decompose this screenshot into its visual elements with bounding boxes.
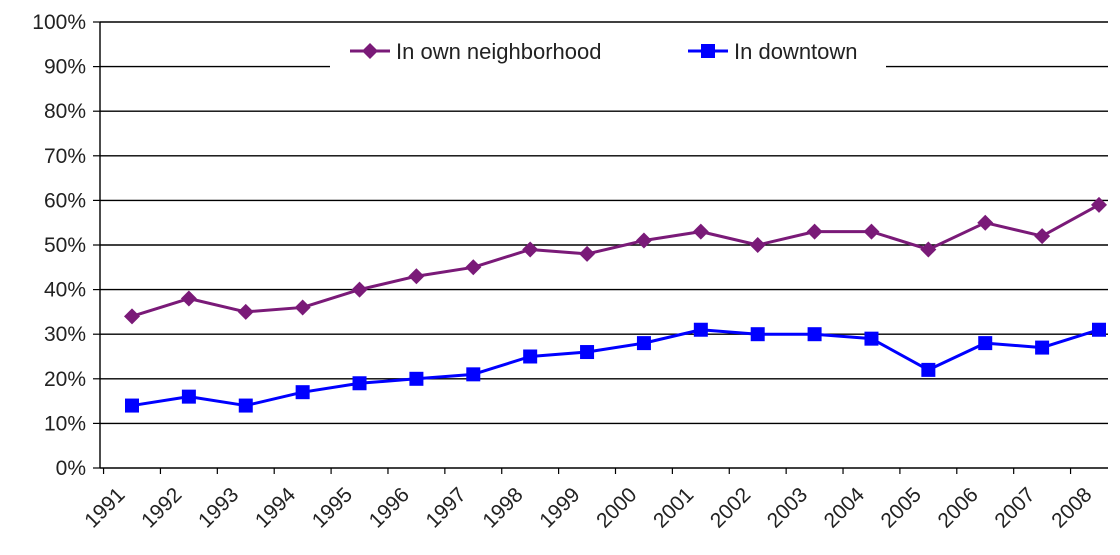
y-tick-label: 60% — [44, 189, 86, 212]
series-downtown — [125, 322, 1106, 413]
x-tick-label: 2006 — [933, 483, 982, 532]
series-line — [131, 328, 1100, 408]
y-tick-label: 70% — [44, 145, 86, 168]
data-point-diamond — [237, 303, 254, 320]
data-point-diamond — [294, 299, 311, 316]
x-tick-label: 1997 — [422, 483, 471, 532]
y-tick-label: 50% — [44, 234, 86, 257]
gridlines — [100, 21, 1108, 425]
x-tick-label: 2004 — [820, 483, 870, 533]
data-point-square — [978, 336, 993, 351]
data-point-diamond — [180, 290, 197, 307]
data-point-diamond — [863, 223, 880, 240]
series-layer — [124, 196, 1107, 413]
legend-marker-diamond — [362, 43, 378, 59]
x-tick-label: 1995 — [308, 483, 357, 532]
data-point-diamond — [920, 241, 937, 258]
series-own-neighborhood — [124, 196, 1107, 325]
x-tick-label: 2007 — [990, 483, 1039, 532]
legend-label: In own neighborhood — [396, 39, 602, 64]
data-point-square — [580, 345, 595, 360]
x-tick-label: 1998 — [478, 483, 527, 532]
data-point-diamond — [579, 245, 596, 262]
data-point-diamond — [124, 308, 140, 325]
legend: In own neighborhood In downtown — [330, 30, 886, 74]
data-point-square — [1035, 340, 1050, 355]
data-point-square — [125, 398, 139, 413]
data-point-diamond — [465, 259, 482, 276]
x-tick-label: 1994 — [251, 483, 301, 533]
data-point-square — [750, 327, 765, 342]
data-point-square — [352, 376, 367, 391]
x-tick-label: 2000 — [592, 483, 641, 532]
y-tick-label: 0% — [56, 457, 86, 480]
y-tick-label: 30% — [44, 323, 86, 346]
data-point-square — [636, 336, 651, 351]
data-point-square — [864, 331, 879, 346]
y-axis-ticks: 0% 10% 20% 30% 40% 50% 60% 70% 80% 90% 100% — [32, 11, 100, 480]
x-tick-label: 1992 — [137, 483, 186, 532]
legend-marker-square — [701, 44, 715, 58]
legend-item-downtown: In downtown — [688, 39, 858, 64]
y-tick-label: 20% — [44, 368, 86, 391]
legend-background — [330, 30, 886, 74]
data-point-diamond — [749, 237, 766, 253]
x-tick-label: 1996 — [365, 483, 414, 532]
data-point-square — [466, 367, 481, 382]
data-point-square — [181, 389, 196, 404]
x-tick-label: 2002 — [706, 483, 755, 532]
data-point-diamond — [408, 268, 425, 285]
data-point-square — [409, 371, 424, 386]
y-tick-label: 90% — [44, 56, 86, 79]
y-tick-label: 100% — [32, 11, 86, 34]
x-tick-label: 1999 — [535, 483, 584, 532]
x-tick-label: 2008 — [1047, 483, 1096, 532]
x-tick-label: 1991 — [80, 483, 129, 532]
data-point-diamond — [692, 223, 709, 240]
data-point-square — [238, 398, 253, 413]
data-point-diamond — [522, 241, 539, 258]
data-point-square — [1092, 322, 1106, 337]
y-tick-label: 40% — [44, 279, 86, 302]
legend-label: In downtown — [734, 39, 858, 64]
series-line — [131, 203, 1100, 318]
x-tick-label: 1993 — [194, 483, 243, 532]
x-axis-ticks: 1991 1992 1993 1994 1995 1996 1997 1998 1999 2000… — [80, 468, 1097, 533]
data-point-diamond — [1034, 228, 1051, 245]
data-point-diamond — [1091, 196, 1107, 213]
data-point-square — [693, 322, 708, 337]
y-tick-label: 10% — [44, 412, 86, 435]
data-point-diamond — [635, 232, 652, 249]
y-tick-label: 80% — [44, 100, 86, 123]
data-point-square — [295, 385, 310, 400]
legend-item-own-neighborhood: In own neighborhood — [350, 39, 602, 64]
data-point-square — [523, 349, 538, 364]
data-point-diamond — [351, 281, 368, 298]
data-point-square — [807, 327, 822, 342]
x-tick-label: 2003 — [763, 483, 812, 532]
data-point-diamond — [806, 223, 823, 240]
x-tick-label: 2001 — [649, 483, 698, 532]
data-point-diamond — [977, 214, 994, 231]
x-tick-label: 2005 — [877, 483, 926, 532]
data-point-square — [921, 362, 936, 377]
